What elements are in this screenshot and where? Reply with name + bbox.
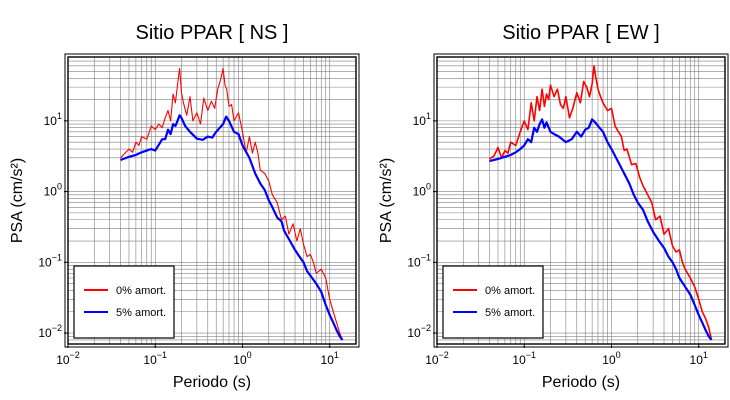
legend-box [73,265,175,339]
legend-box [442,265,544,339]
x-tick-label: 10−1 [512,350,536,367]
x-tick-label: 10−2 [56,350,80,367]
x-tick-label: 100 [233,350,251,367]
legend-label-1: 0% amort. [485,285,535,297]
y-axis-label: PSA (cm/s²) [9,158,26,243]
frame-outer [64,53,360,348]
legend: 0% amort. 5% amort. [442,265,544,339]
legend-label-1: 0% amort. [116,285,166,297]
chart-title: Sitio PPAR [ EW ] [502,22,659,44]
x-tick-label: 100 [602,350,620,367]
chart-title: Sitio PPAR [ NS ] [135,22,288,44]
grid [436,56,726,345]
y-tick-label: 10−2 [38,323,62,340]
legend-label-2: 5% amort. [485,307,535,319]
x-axis-label: Periodo (s) [542,374,620,391]
series-line-1 [489,65,713,341]
series-line-2 [489,118,713,341]
frame-inner [436,56,726,345]
chart-panel-1: 10−2 10−1 100 101 10−2 10−1 100 101 Sitio PPAR [… [9,22,360,391]
y-tick-label: 100 [44,182,62,199]
y-tick-label: 10−1 [407,252,431,269]
x-axis-label: Periodo (s) [173,374,251,391]
legend-label-2: 5% amort. [116,307,166,319]
y-tick-label: 101 [44,111,62,128]
chart-panel-2: 10−2 10−1 100 101 10−2 10−1 100 101 Sitio PPAR [… [378,22,729,391]
x-tick-label: 101 [321,350,339,367]
y-axis-label: PSA (cm/s²) [378,158,395,243]
y-tick-label: 10−1 [38,252,62,269]
frame-outer [433,53,729,348]
series-line-2 [120,114,344,341]
x-tick-label: 10−1 [143,350,167,367]
series-line-1 [120,67,344,341]
y-tick-label: 10−2 [407,323,431,340]
y-tick-label: 100 [413,182,431,199]
x-tick-label: 101 [690,350,708,367]
frame-inner [67,56,357,345]
x-tick-label: 10−2 [425,350,449,367]
legend: 0% amort. 5% amort. [73,265,175,339]
y-tick-label: 101 [413,111,431,128]
